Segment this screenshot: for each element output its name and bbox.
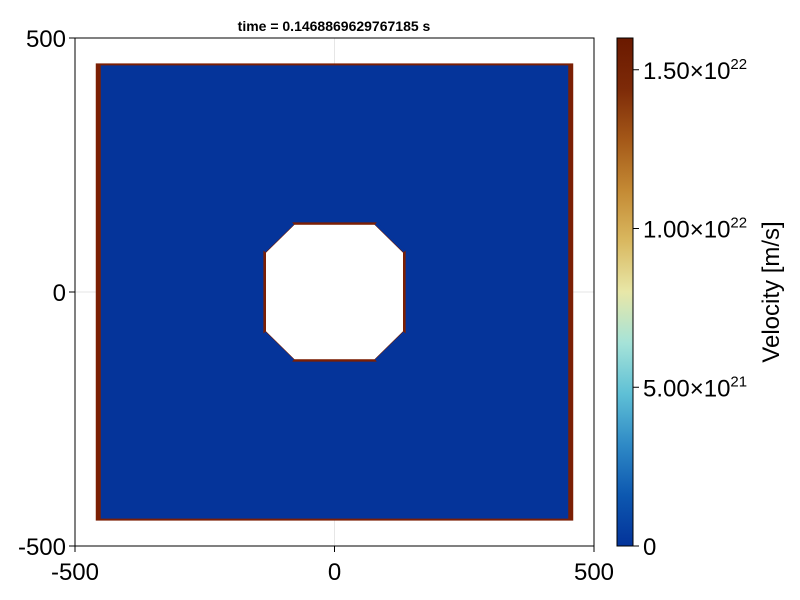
y-tick-label: -500 bbox=[18, 534, 66, 561]
colorbar-gradient-bar bbox=[616, 37, 634, 547]
colorbar-tick-label: 5.00×1021 bbox=[643, 373, 747, 402]
plot-area: -500 0 500 -500 0 500 bbox=[18, 26, 614, 586]
y-tick-label: 0 bbox=[53, 280, 66, 307]
y-tick-label: 500 bbox=[26, 26, 66, 53]
velocity-field bbox=[95, 63, 574, 521]
hole-corner-edge-1 bbox=[374, 222, 406, 253]
colorbar: 0 5.00×1021 1.00×1022 1.50×1022 Velocity [m… bbox=[616, 37, 785, 561]
hole-corner-edge-2 bbox=[374, 331, 406, 362]
chart-title: time = 0.1468869629767185 s bbox=[238, 18, 431, 34]
hole-corner-edge-0 bbox=[263, 222, 295, 253]
x-tick-label: 0 bbox=[328, 559, 341, 586]
colorbar-tick-label: 0 bbox=[643, 534, 656, 561]
colorbar-ticks: 0 5.00×1021 1.00×1022 1.50×1022 bbox=[633, 56, 747, 561]
hole-fill bbox=[266, 224, 403, 360]
hole-corner-edge-3 bbox=[263, 331, 295, 362]
colorbar-tick-label: 1.50×1022 bbox=[643, 56, 747, 85]
colorbar-tick-label: 1.00×1022 bbox=[643, 215, 747, 244]
x-tick-label: -500 bbox=[51, 559, 99, 586]
axis-ticks: -500 0 500 -500 0 500 bbox=[18, 26, 614, 586]
colorbar-label: Velocity [m/s] bbox=[758, 221, 785, 362]
x-tick-label: 500 bbox=[574, 559, 614, 586]
